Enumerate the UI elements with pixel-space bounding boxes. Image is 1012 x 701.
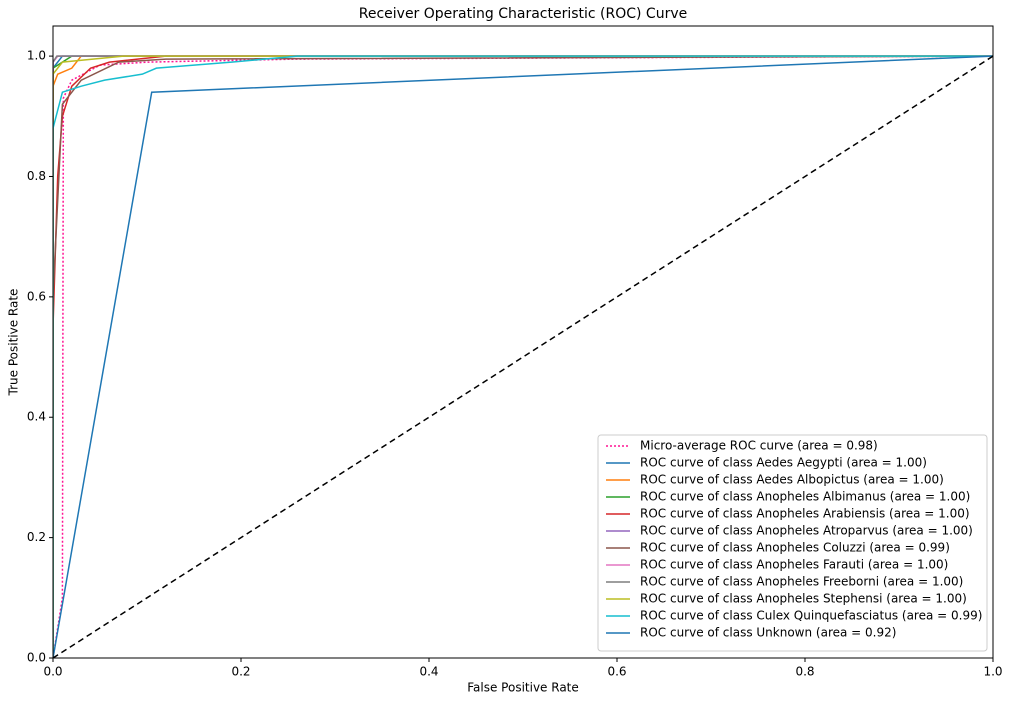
y-tick-label: 0.2 <box>27 530 46 544</box>
x-tick-label: 0.0 <box>43 665 62 679</box>
x-tick-label: 0.8 <box>795 665 814 679</box>
legend-label: ROC curve of class Anopheles Farauti (ar… <box>640 558 948 572</box>
legend-label: ROC curve of class Unknown (area = 0.92) <box>640 626 896 640</box>
legend-label: ROC curve of class Anopheles Coluzzi (ar… <box>640 541 950 555</box>
y-tick-label: 1.0 <box>27 49 46 63</box>
legend-label: ROC curve of class Anopheles Freeborni (… <box>640 575 963 589</box>
legend-label: ROC curve of class Anopheles Albimanus (… <box>640 490 970 504</box>
y-axis-label: True Positive Rate <box>7 289 21 397</box>
x-tick-label: 0.4 <box>419 665 438 679</box>
roc-line <box>53 55 993 658</box>
x-axis-label: False Positive Rate <box>467 681 579 695</box>
y-tick-label: 0.8 <box>27 169 46 183</box>
legend-label: ROC curve of class Culex Quinquefasciatu… <box>640 609 982 623</box>
y-tick-label: 0.4 <box>27 410 46 424</box>
legend-label: ROC curve of class Aedes Albopictus (are… <box>640 473 944 487</box>
roc-line <box>53 55 993 658</box>
y-tick-label: 0.0 <box>27 651 46 665</box>
x-tick-label: 0.6 <box>607 665 626 679</box>
plot-frame <box>52 25 994 659</box>
x-tick-label: 1.0 <box>983 665 1002 679</box>
legend-label: ROC curve of class Aedes Aegypti (area =… <box>640 456 927 470</box>
chart-title: Receiver Operating Characteristic (ROC) … <box>359 6 688 22</box>
roc-line <box>53 55 993 658</box>
legend-label: ROC curve of class Anopheles Arabiensis … <box>640 507 970 521</box>
legend-label: ROC curve of class Anopheles Stephensi (… <box>640 592 967 606</box>
x-tick-label: 0.2 <box>231 665 250 679</box>
roc-line <box>53 55 993 658</box>
y-tick-label: 0.6 <box>27 289 46 303</box>
legend-label: ROC curve of class Anopheles Atroparvus … <box>640 524 973 538</box>
legend-label: Micro-average ROC curve (area = 0.98) <box>640 439 878 453</box>
legend-box <box>597 434 988 652</box>
